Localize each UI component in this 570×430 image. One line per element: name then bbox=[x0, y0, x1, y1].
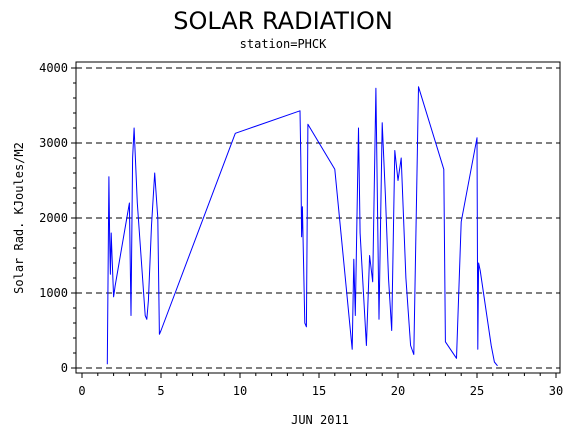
x-tick-label: 20 bbox=[391, 384, 405, 398]
x-tick-label: 10 bbox=[233, 384, 247, 398]
series-line bbox=[106, 86, 498, 367]
x-axis-label: JUN 2011 bbox=[291, 413, 349, 427]
x-tick-label: 30 bbox=[549, 384, 563, 398]
series-area bbox=[106, 86, 498, 367]
y-tick-label: 3000 bbox=[39, 136, 68, 150]
y-axis: 0 1000 2000 3000 4000 bbox=[39, 61, 76, 375]
y-axis-label: Solar Rad. KJoules/M2 bbox=[12, 142, 26, 294]
x-tick-label: 15 bbox=[312, 384, 326, 398]
grid-lines bbox=[76, 67, 560, 369]
chart-title: SOLAR RADIATION bbox=[173, 7, 393, 35]
chart-subtitle: station=PHCK bbox=[240, 37, 327, 51]
x-tick-label: 25 bbox=[470, 384, 484, 398]
x-axis: 0 5 10 15 20 25 30 bbox=[78, 373, 563, 398]
y-tick-label: 2000 bbox=[39, 211, 68, 225]
y-tick-label: 0 bbox=[61, 361, 68, 375]
x-tick-label: 5 bbox=[157, 384, 164, 398]
y-tick-label: 4000 bbox=[39, 61, 68, 75]
x-tick-label: 0 bbox=[78, 384, 85, 398]
y-tick-label: 1000 bbox=[39, 286, 68, 300]
